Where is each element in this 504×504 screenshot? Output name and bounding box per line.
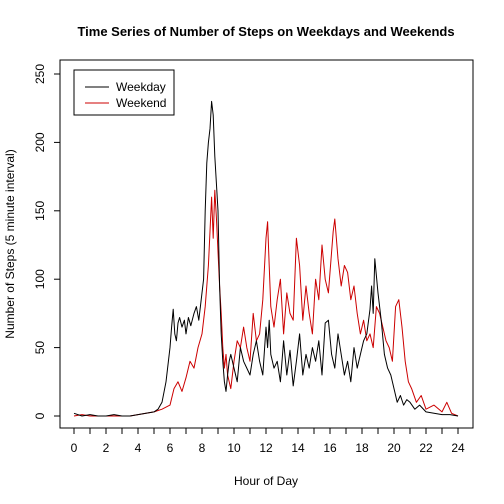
y-axis: 0 50 100 150 200 250: [33, 64, 61, 419]
series-line-weekday: [73, 100, 459, 417]
x-tick-label: 6: [167, 441, 174, 455]
x-tick-label: 8: [199, 441, 206, 455]
x-tick-label: 14: [291, 441, 305, 455]
chart-title: Time Series of Number of Steps on Weekda…: [77, 24, 454, 39]
y-tick-label: 0: [33, 412, 47, 419]
x-tick-label: 24: [451, 441, 465, 455]
x-tick-label: 20: [387, 441, 401, 455]
y-axis-label: Number of Steps (5 minute interval): [3, 149, 17, 338]
x-tick-label: 12: [259, 441, 273, 455]
legend-box: [73, 69, 175, 116]
y-tick-label: 200: [33, 132, 47, 152]
legend-label-weekday: Weekday: [116, 80, 166, 94]
y-tick-label: 100: [33, 269, 47, 289]
x-tick-label: 18: [355, 441, 369, 455]
x-tick-label: 2: [103, 441, 110, 455]
legend-label-weekend: Weekend: [116, 96, 166, 110]
x-tick-label: 4: [135, 441, 142, 455]
x-tick-label: 0: [71, 441, 78, 455]
x-tick-label: 22: [419, 441, 433, 455]
x-tick-label: 16: [323, 441, 337, 455]
x-tick-label: 10: [227, 441, 241, 455]
y-tick-label: 150: [33, 200, 47, 220]
y-tick-label: 250: [33, 64, 47, 84]
x-axis: 0 2 4 6 8 10 12 14 16 18 20 22 24: [71, 427, 465, 455]
series-line-weekend: [73, 189, 459, 417]
series-layer: [73, 100, 459, 417]
y-tick-label: 50: [33, 341, 47, 355]
x-axis-label: Hour of Day: [234, 474, 298, 488]
legend: Weekday Weekend: [73, 69, 175, 116]
